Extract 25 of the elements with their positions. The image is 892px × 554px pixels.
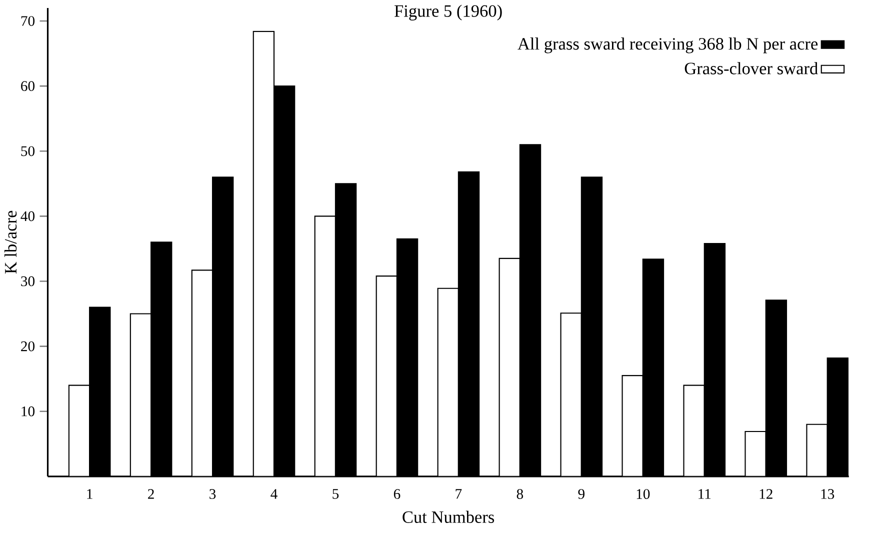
x-tick-label: 13 [821, 489, 834, 500]
x-tick-label: 2 [148, 489, 154, 499]
y-tick-label: 20 [21, 342, 35, 352]
x-tick-label: 5 [332, 489, 339, 500]
y-tick-label: 10 [22, 406, 35, 416]
chart-title: Figure 5 (1960) [394, 4, 502, 21]
legend-label: All grass sward receiving 368 lb N per acre [518, 38, 818, 54]
y-axis-title: K lb/acre [4, 211, 17, 274]
x-tick-label: 11 [698, 489, 711, 499]
y-tick-label: 30 [21, 276, 35, 286]
x-tick-label: 4 [270, 489, 278, 499]
x-tick-label: 1 [87, 489, 92, 499]
x-tick-label: 3 [210, 489, 216, 500]
x-tick-label: 9 [578, 489, 584, 500]
x-tick-label: 8 [516, 489, 524, 500]
x-axis-title: Cut Numbers [402, 510, 494, 524]
y-tick-label: 70 [21, 16, 35, 26]
x-tick-label: 12 [760, 489, 772, 499]
y-tick-label: 50 [21, 146, 35, 156]
x-tick-label: 7 [456, 489, 462, 499]
x-tick-label: 10 [636, 489, 650, 500]
y-tick-label: 40 [20, 211, 35, 222]
legend-label: Grass-clover sward [684, 62, 818, 75]
y-tick-label: 60 [21, 81, 35, 92]
x-tick-label: 6 [394, 489, 400, 500]
